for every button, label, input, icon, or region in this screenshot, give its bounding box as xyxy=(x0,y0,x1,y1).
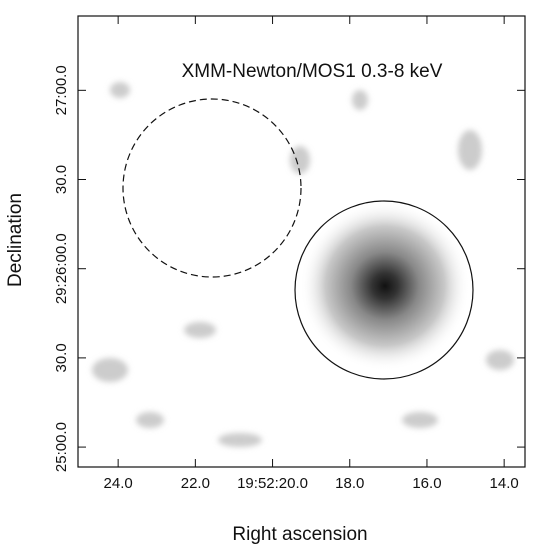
sky-image xyxy=(78,16,525,467)
noise xyxy=(92,82,514,447)
x-tick-label: 16.0 xyxy=(412,475,441,492)
source-region xyxy=(294,200,474,380)
noise-blob xyxy=(218,433,262,447)
noise-blob xyxy=(290,146,310,174)
y-tick-label: 30.0 xyxy=(53,343,70,372)
x-tick-label: 24.0 xyxy=(104,475,133,492)
noise-blob xyxy=(402,412,438,428)
x-tick-label: 22.0 xyxy=(181,475,210,492)
noise-blob xyxy=(136,412,164,428)
y-tick-label: 29:26:00.0 xyxy=(53,233,70,304)
noise-blob xyxy=(110,82,130,98)
noise-blob xyxy=(92,358,128,382)
noise-blob xyxy=(184,322,216,338)
y-tick-label: 27:00.0 xyxy=(53,65,70,115)
x-ray-source xyxy=(300,201,470,371)
x-tick-label: 18.0 xyxy=(335,475,364,492)
noise-blob xyxy=(458,130,482,170)
y-axis-label: Declination xyxy=(5,193,26,287)
y-tick-label: 25:00.0 xyxy=(53,422,70,472)
noise-blob xyxy=(486,350,514,370)
x-tick-label: 19:52:20.0 xyxy=(237,475,308,492)
x-axis-label: Right ascension xyxy=(232,524,367,545)
background-region xyxy=(122,98,302,278)
plot-frame xyxy=(77,15,526,468)
noise-blob xyxy=(352,90,368,110)
x-tick-label: 14.0 xyxy=(490,475,519,492)
y-tick-label: 30.0 xyxy=(53,165,70,194)
chart-title: XMM-Newton/MOS1 0.3-8 keV xyxy=(182,61,443,82)
